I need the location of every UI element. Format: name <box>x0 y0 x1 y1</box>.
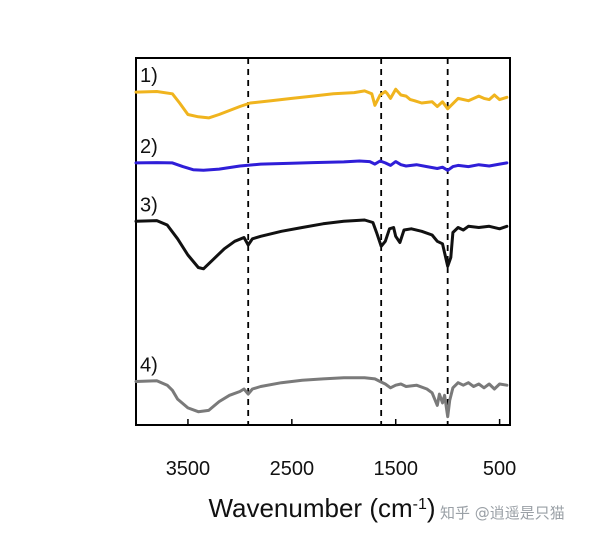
series-layer <box>134 87 509 419</box>
x-tick-label-2500: 2500 <box>270 458 315 480</box>
series-label-1: 1) <box>140 65 158 87</box>
x-tick-label-3500: 3500 <box>166 458 211 480</box>
x-tick-label-500: 500 <box>483 458 516 480</box>
series-line-2 <box>134 159 509 172</box>
series-labels: 1) 2) 3) 4) <box>140 65 158 376</box>
watermark: 知乎 @逍遥是只猫 <box>440 504 565 522</box>
series-line-3 <box>134 218 509 271</box>
x-axis-title-superscript: -1 <box>413 496 427 513</box>
x-axis-title-end: ) <box>427 493 436 523</box>
x-axis-title-main: Wavenumber (cm <box>208 493 412 523</box>
series-label-2: 2) <box>140 136 158 158</box>
plot-frame <box>135 57 511 426</box>
x-axis-title: Wavenumber (cm-1) <box>208 493 435 523</box>
series-label-4: 4) <box>140 354 158 376</box>
plot-area-frame <box>135 57 511 426</box>
x-axis-ticks: 3500 2500 1500 500 <box>166 419 516 480</box>
x-tick-label-1500: 1500 <box>373 458 418 480</box>
reference-lines <box>247 58 449 425</box>
series-line-4 <box>134 376 509 419</box>
series-line-1 <box>134 87 509 120</box>
series-label-3: 3) <box>140 194 158 216</box>
